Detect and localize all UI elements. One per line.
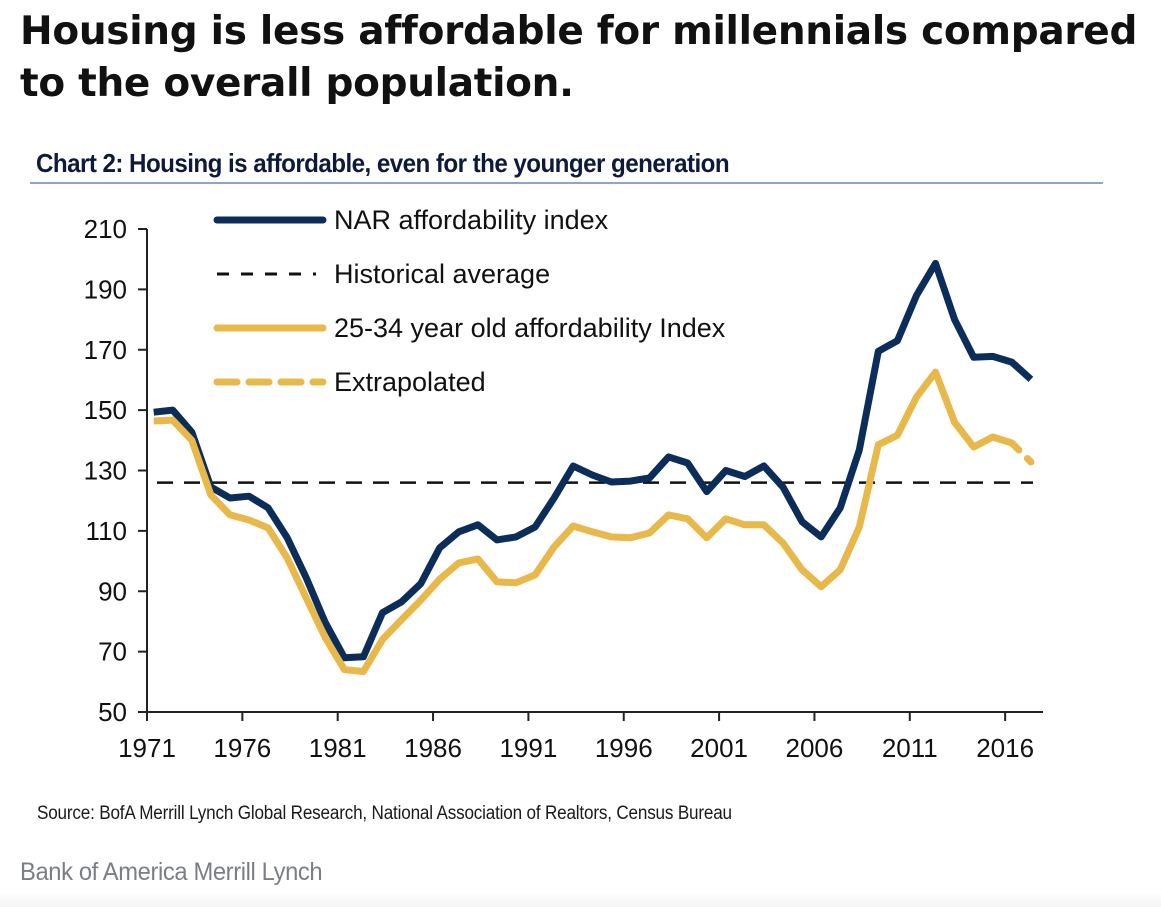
y-tick-label: 110 (86, 516, 127, 546)
x-tick-label: 1991 (499, 733, 557, 763)
x-tick-label: 1986 (404, 733, 462, 763)
x-tick-label: 2006 (786, 733, 844, 763)
series-line-nar-affordability-index (153, 259, 1034, 662)
y-tick-label: 130 (84, 456, 127, 486)
legend-label-historical-average: Historical average (334, 259, 550, 289)
series-lines (153, 259, 1035, 675)
chart-title: Chart 2: Housing is affordable, even for… (36, 148, 730, 178)
y-tick-label: 70 (98, 637, 127, 667)
x-tick-label: 1981 (309, 733, 367, 763)
legend-label-extrapolated: Extrapolated (334, 367, 486, 397)
footer-band (0, 892, 1161, 907)
x-tick-label: 1996 (595, 733, 653, 763)
y-tick-label: 90 (98, 576, 127, 606)
axes: 50 70 90 110 130 150 170 190 210 1971 1976 1981 1986… (84, 214, 1043, 763)
x-tick-label: 2016 (976, 733, 1034, 763)
x-tick-label: 1971 (118, 733, 176, 763)
title-divider (30, 182, 1103, 184)
legend-label-nar-affordability-index: NAR affordability index (334, 205, 609, 235)
y-tick-label: 170 (84, 335, 127, 365)
x-tick-label: 2001 (690, 733, 748, 763)
headline: Housing is less affordable for millennia… (20, 9, 1138, 106)
legend-label-25-34-year-old-affordability-index: 25-34 year old affordability Index (334, 313, 726, 343)
series-line-25-34-year-old-affordability-index (153, 368, 1013, 675)
series-line-extrapolated (1008, 439, 1035, 466)
y-tick-label: 150 (84, 395, 127, 425)
legend: NAR affordability index Historical averag… (213, 205, 726, 397)
x-tick-label: 2011 (882, 733, 938, 763)
y-tick-label: 50 (98, 697, 127, 727)
source-note: Source: BofA Merrill Lynch Global Resear… (37, 803, 732, 824)
y-tick-label: 190 (84, 274, 127, 304)
line-chart: 50 70 90 110 130 150 170 190 210 1971 1976 1981 1986… (84, 205, 1043, 763)
y-tick-label: 210 (84, 214, 127, 244)
brand-label: Bank of America Merrill Lynch (20, 858, 323, 886)
x-tick-label: 1976 (213, 733, 271, 763)
